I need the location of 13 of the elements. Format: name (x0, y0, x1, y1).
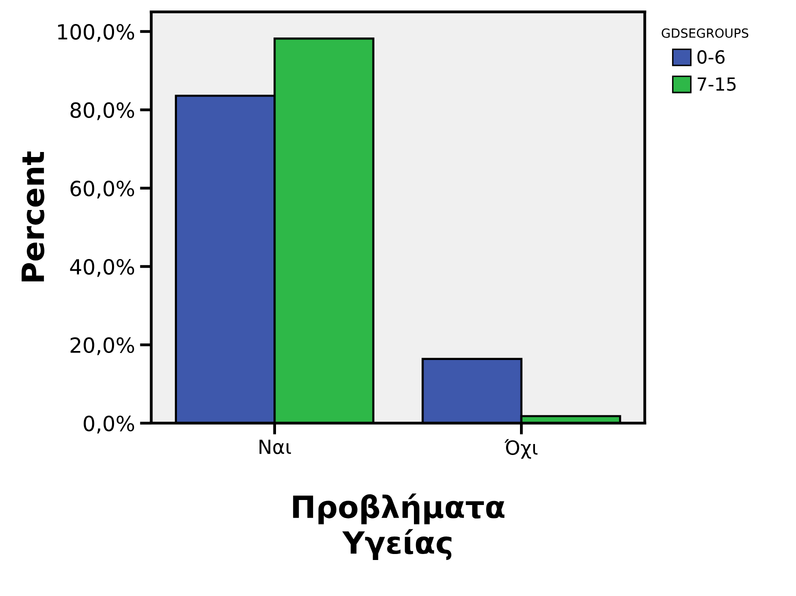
legend-label: 7-15 (698, 77, 736, 91)
y-tick-label: 20,0% (70, 337, 134, 356)
x-tick-label: Όχι (504, 439, 538, 459)
x-tick-label: Ναι (260, 440, 291, 454)
y-tick-label: 100,0% (58, 24, 134, 42)
x-axis-title: Προβλήματα Υγείας (293, 493, 504, 560)
y-axis-title: Percent (22, 152, 44, 282)
y-tick-label: 0,0% (84, 416, 134, 434)
legend-title: GDSEGROUPS (662, 28, 748, 38)
y-tick-label: 60,0% (70, 180, 134, 199)
legend-label: 0-6 (697, 50, 725, 64)
y-tick-label: 80,0% (70, 102, 134, 120)
y-tick-label: 40,0% (70, 258, 134, 277)
